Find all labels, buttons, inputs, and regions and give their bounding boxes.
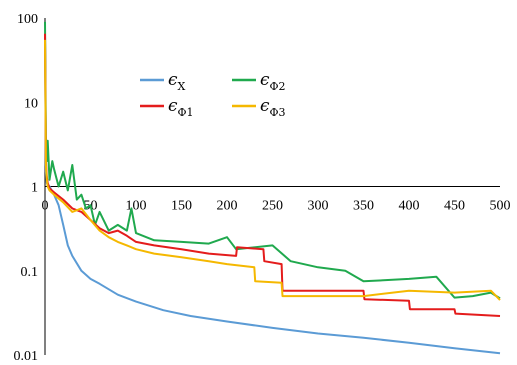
y-tick-label: 0.01 xyxy=(14,349,39,364)
y-tick-label: 10 xyxy=(24,96,38,111)
legend-label: ϵΦ2 xyxy=(260,70,286,93)
y-tick-label: 0.1 xyxy=(21,265,39,280)
y-tick-label: 100 xyxy=(17,12,38,27)
series-line-3 xyxy=(44,21,501,300)
legend-item-4: ϵΦ3 xyxy=(232,96,286,119)
legend-item-1: ϵX xyxy=(140,70,186,93)
y-tick-label: 1 xyxy=(31,181,38,196)
x-tick-label: 0 xyxy=(42,199,49,214)
x-tick-label: 150 xyxy=(171,199,192,214)
legend-item-2: ϵΦ1 xyxy=(140,96,194,119)
legend: ϵX ϵΦ1 ϵΦ2 ϵΦ3 xyxy=(140,70,286,119)
x-tick-label: 200 xyxy=(217,199,238,214)
legend-label: ϵΦ1 xyxy=(168,96,194,119)
legend-label: ϵΦ3 xyxy=(260,96,286,119)
series-line-4 xyxy=(44,39,501,301)
legend-label: ϵX xyxy=(168,70,186,93)
x-tick-label: 500 xyxy=(490,199,511,214)
legend-item-3: ϵΦ2 xyxy=(232,70,286,93)
x-tick-label: 350 xyxy=(353,199,374,214)
x-tick-label: 100 xyxy=(126,199,147,214)
x-tick-label: 400 xyxy=(399,199,420,214)
x-tick-label: 300 xyxy=(308,199,329,214)
x-tick-label: 250 xyxy=(262,199,283,214)
series-line-2 xyxy=(44,33,501,317)
x-tick-label: 450 xyxy=(444,199,465,214)
series-group xyxy=(44,21,501,355)
